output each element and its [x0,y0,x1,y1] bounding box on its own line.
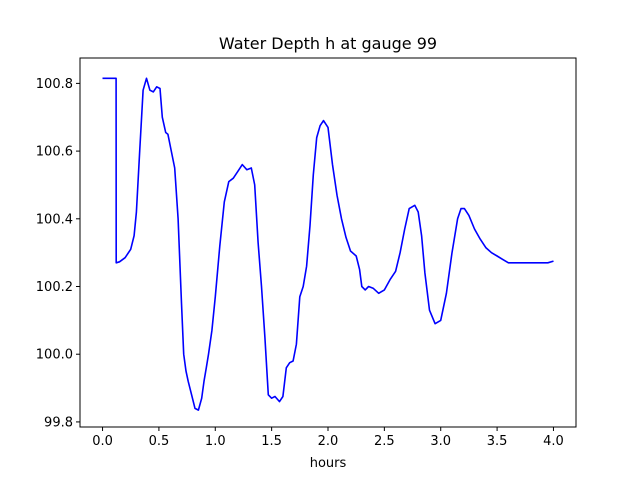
x-axis-label: hours [310,456,347,471]
x-tick-label: 2.0 [318,434,339,449]
plot-area [102,77,554,411]
y-axis: 99.8 100.0 100.2 100.4 100.6 100.8 [36,77,80,430]
x-tick-label: 0.5 [149,434,170,449]
x-tick-label: 3.5 [487,434,508,449]
y-tick-label: 99.8 [44,415,73,430]
y-tick-label: 100.2 [36,280,73,295]
series-line-0 [102,77,554,411]
x-axis: 0.0 0.5 1.0 1.5 2.0 2.5 3.0 3.5 4.0 [92,427,564,449]
y-tick-label: 100.0 [36,348,73,363]
x-tick-label: 0.0 [92,434,113,449]
chart-title: Water Depth h at gauge 99 [219,34,437,53]
x-tick-label: 3.0 [430,434,451,449]
x-tick-label: 2.5 [374,434,395,449]
y-tick-label: 100.4 [36,212,73,227]
y-tick-label: 100.8 [36,77,73,92]
x-tick-label: 1.5 [261,434,282,449]
x-tick-label: 4.0 [543,434,564,449]
x-tick-label: 1.0 [205,434,226,449]
y-tick-label: 100.6 [36,145,73,160]
